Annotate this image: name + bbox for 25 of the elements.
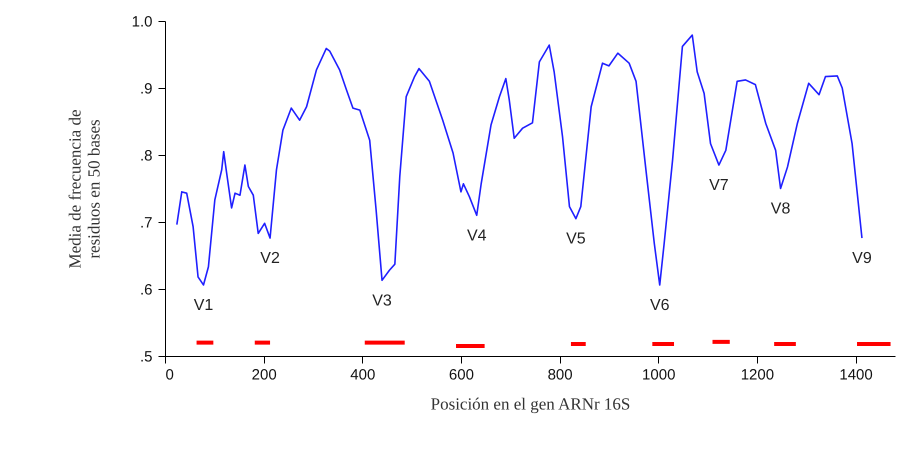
y-tick-label: .6 <box>140 282 152 298</box>
x-axis-title: Posición en el gen ARNr 16S <box>430 394 630 414</box>
y-tick-label: .9 <box>140 80 152 98</box>
x-tick-label: 400 <box>350 366 376 384</box>
annotation: V4 <box>466 227 487 244</box>
x-tick-label: 0 <box>166 366 174 384</box>
annotation: V7 <box>709 177 729 194</box>
annotation: V3 <box>372 292 392 310</box>
x-tick-label: 1000 <box>642 366 676 384</box>
y-tick-label: 1.0 <box>132 14 152 30</box>
y-tick-label: .8 <box>140 148 152 164</box>
x-tick-label: 200 <box>252 366 277 384</box>
y-axis-title: Media de frecuencia de residuos en 50 bases <box>66 109 104 269</box>
x-tick-label: 800 <box>548 366 573 384</box>
annotation: V8 <box>770 200 790 218</box>
annotation: V2 <box>260 250 280 268</box>
annotation: V6 <box>650 296 670 314</box>
annotation: V1 <box>194 296 214 314</box>
annotation: V9 <box>852 250 872 268</box>
annotation: V5 <box>566 230 586 248</box>
x-tick-label: 600 <box>448 366 474 384</box>
y-tick-label: .7 <box>140 214 152 232</box>
x-tick-label: 1400 <box>839 366 873 384</box>
y-tick-label: .5 <box>140 348 152 366</box>
x-tick-label: 1200 <box>740 366 774 384</box>
